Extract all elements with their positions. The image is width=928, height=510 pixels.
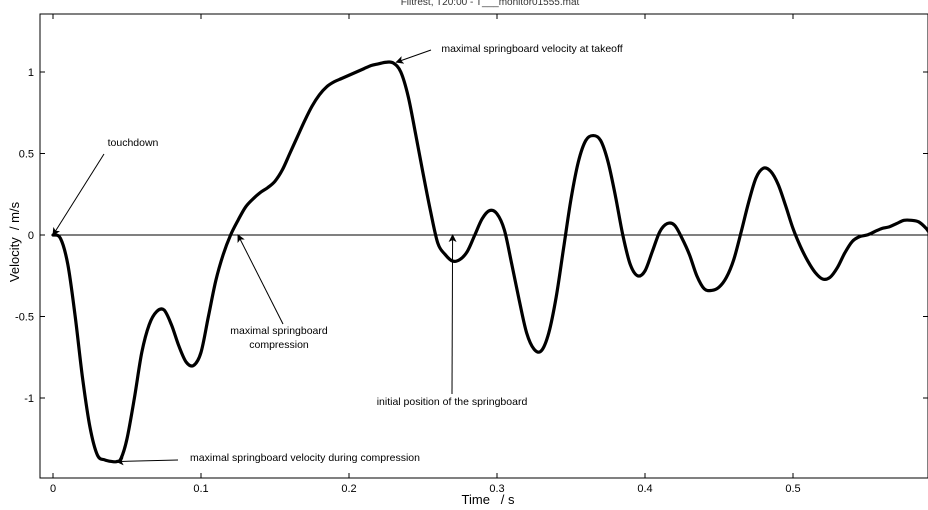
- x-axis-label: Time / s: [462, 492, 515, 507]
- chart-title-fragment: Filtrest, T20:00 - T___monitor01555.mat: [401, 0, 580, 8]
- velocity-line: [51, 60, 928, 464]
- annotation-arrow: [115, 457, 179, 466]
- y-tick-label: -0.5: [15, 312, 34, 324]
- annotation-label: maximal springboard velocity at takeoff: [441, 43, 622, 55]
- y-axis-label: Velocity / m/s: [7, 201, 22, 282]
- x-tick-label: 0.3: [489, 483, 504, 495]
- x-tick-label: 0.5: [785, 483, 800, 495]
- annotation-label: maximal springboard: [230, 325, 328, 337]
- annotation-arrow: [237, 234, 284, 325]
- y-tick-label: -1: [24, 393, 34, 405]
- y-tick-label: 0: [28, 230, 34, 242]
- x-tick-label: 0.4: [637, 483, 652, 495]
- y-tick-label: 0.5: [19, 149, 34, 161]
- velocity-series: [51, 60, 928, 464]
- annotation-label: maximal springboard velocity during comp…: [190, 452, 420, 464]
- annotation-arrow: [448, 234, 457, 395]
- annotation-label: touchdown: [108, 137, 159, 149]
- annotation-arrow: [395, 49, 432, 64]
- annotation-label: initial position of the springboard: [377, 396, 528, 408]
- x-tick-label: 0: [50, 483, 56, 495]
- x-axis-ticks: 0 0.1 0.2 0.3 0.4 0.5: [50, 14, 801, 495]
- x-tick-label: 0.2: [341, 483, 356, 495]
- y-tick-label: 1: [28, 67, 34, 79]
- plot-area: [39, 13, 928, 479]
- x-tick-label: 0.1: [193, 483, 208, 495]
- annotation-arrow: [52, 153, 105, 236]
- y-axis-ticks: -1 -0.5 0 0.5 1: [15, 67, 928, 405]
- annotations: touchdown maximal springboard velocity at…: [52, 43, 623, 466]
- annotation-label: compression: [249, 339, 309, 351]
